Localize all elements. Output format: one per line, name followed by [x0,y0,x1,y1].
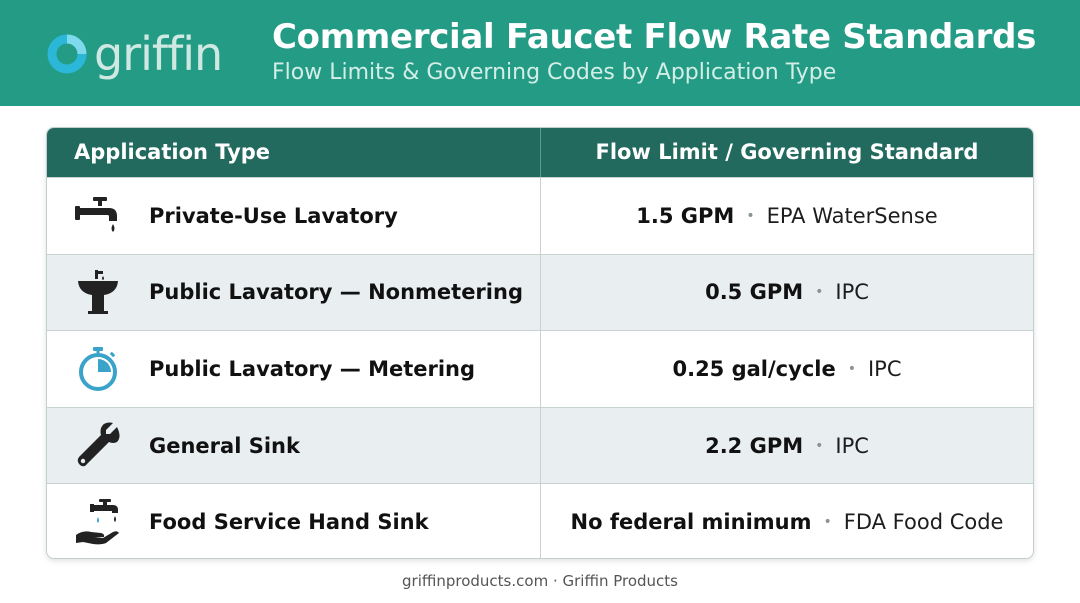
griffin-logo: griffin [44,26,223,82]
faucet-drip-icon [73,191,123,241]
wrench-icon [73,421,123,471]
flow-limit-cell: No federal minimum • FDA Food Code [541,484,1033,558]
logo-ring-icon [47,34,87,74]
governing-standard: IPC [867,356,902,381]
flow-limit-cell: 1.5 GPM • EPA WaterSense [541,178,1033,254]
column-header-application: Application Type [47,128,541,177]
pedestal-sink-icon [73,267,123,317]
footer-credit: griffinproducts.com · Griffin Products [402,572,678,590]
separator-dot: • [847,360,856,377]
application-label: Food Service Hand Sink [149,510,429,535]
table-row: Private-Use Lavatory 1.5 GPM • EPA Water… [47,177,1033,254]
separator-dot: • [815,284,824,301]
application-cell: Public Lavatory — Nonmetering [47,254,541,331]
governing-standard: EPA WaterSense [766,203,938,228]
flow-limit-value: 0.25 gal/cycle [672,356,836,381]
application-cell: Food Service Hand Sink [47,484,541,558]
application-label: General Sink [149,433,300,458]
separator-dot: • [823,514,832,531]
flow-limit-value: 1.5 GPM [636,203,735,228]
governing-standard: FDA Food Code [843,510,1004,535]
flow-limit-value: No federal minimum [570,510,812,535]
page-title: Commercial Faucet Flow Rate Standards [272,17,1037,57]
application-label: Private-Use Lavatory [149,203,398,228]
application-label: Public Lavatory — Metering [149,356,476,381]
flow-limit-cell: 0.5 GPM • IPC [541,255,1033,331]
flow-limit-cell: 0.25 gal/cycle • IPC [541,331,1033,407]
flow-limit-value: 2.2 GPM [705,433,804,458]
table-row: General Sink 2.2 GPM • IPC [47,406,1033,484]
flow-limit-value: 0.5 GPM [705,280,804,305]
application-cell: Private-Use Lavatory [47,178,541,254]
flow-limit-cell: 2.2 GPM • IPC [541,408,1033,484]
separator-dot: • [746,207,755,224]
column-header-flow-limit: Flow Limit / Governing Standard [595,140,979,164]
page-subtitle: Flow Limits & Governing Codes by Applica… [272,60,837,85]
governing-standard: IPC [835,433,869,458]
flow-rate-table: Application Type Flow Limit / Governing … [46,127,1034,559]
stopwatch-icon [73,344,123,394]
header-banner: griffin Commercial Faucet Flow Rate Stan… [0,0,1080,106]
application-cell: Public Lavatory — Metering [47,331,541,407]
application-label: Public Lavatory — Nonmetering [149,280,523,305]
table-row: Public Lavatory — Nonmetering 0.5 GPM • … [47,253,1033,331]
separator-dot: • [815,437,824,454]
hand-wash-icon [73,497,123,547]
table-header: Application Type Flow Limit / Governing … [47,128,1033,177]
table-row: Food Service Hand Sink No federal minimu… [47,483,1033,558]
logo-text: griffin [94,27,223,81]
application-cell: General Sink [47,407,541,484]
governing-standard: IPC [835,280,869,305]
table-row: Public Lavatory — Metering 0.25 gal/cycl… [47,330,1033,407]
